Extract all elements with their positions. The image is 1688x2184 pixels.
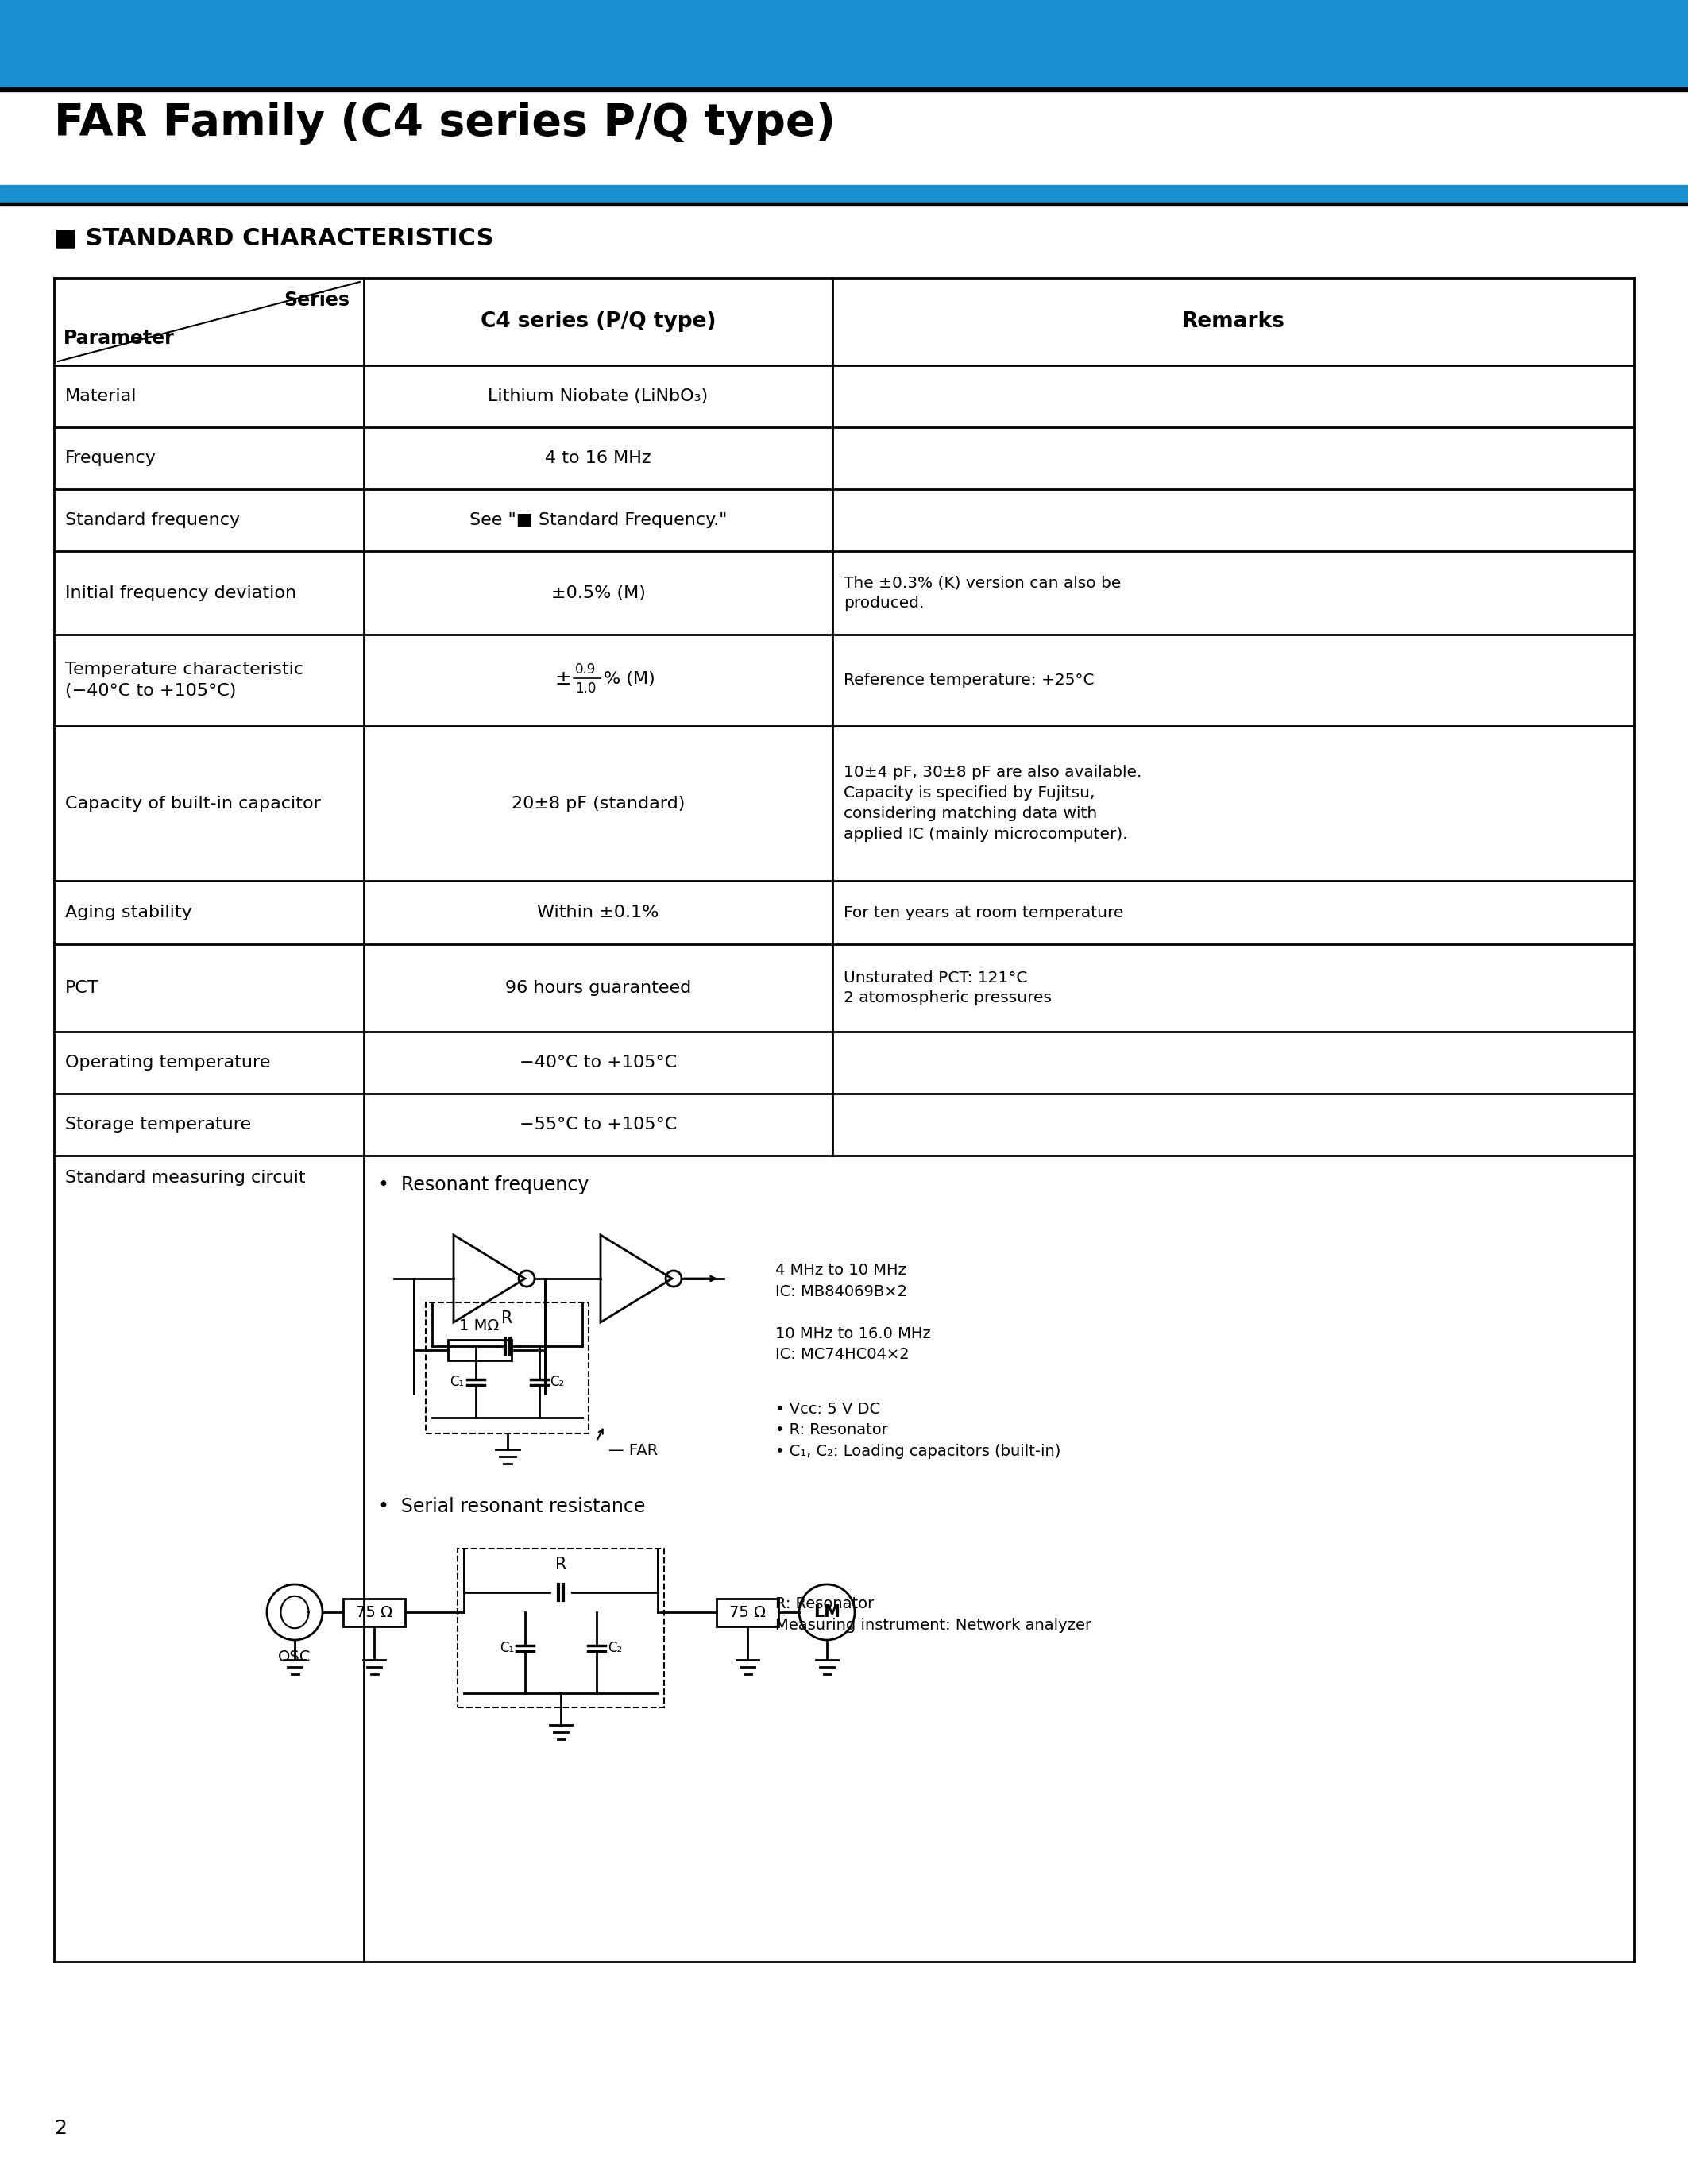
Text: R: R [555, 1557, 567, 1572]
Text: Standard frequency: Standard frequency [66, 513, 240, 529]
Text: C₂: C₂ [550, 1374, 564, 1389]
Text: OSC: OSC [279, 1649, 311, 1664]
Text: −55°C to +105°C: −55°C to +105°C [520, 1116, 677, 1133]
Bar [343, 1599, 405, 1627]
Text: Reference temperature: +25°C: Reference temperature: +25°C [844, 673, 1094, 688]
Bar [0, 0, 1688, 87]
Text: Remarks: Remarks [1182, 312, 1285, 332]
Bar [425, 1302, 589, 1433]
Text: Storage temperature: Storage temperature [66, 1116, 252, 1133]
Bar [457, 1548, 663, 1708]
Text: Material: Material [66, 389, 137, 404]
Text: Series: Series [284, 290, 349, 310]
Text: See "■ Standard Frequency.": See "■ Standard Frequency." [469, 513, 728, 529]
Text: •  Serial resonant resistance: • Serial resonant resistance [378, 1496, 645, 1516]
Bar [0, 203, 1688, 205]
Text: Lithium Niobate (LiNbO₃): Lithium Niobate (LiNbO₃) [488, 389, 709, 404]
Text: Standard measuring circuit: Standard measuring circuit [66, 1171, 306, 1186]
Text: Capacity of built-in capacitor: Capacity of built-in capacitor [66, 795, 321, 810]
Text: 75 Ω: 75 Ω [729, 1605, 766, 1621]
Text: Temperature characteristic
(−40°C to +105°C): Temperature characteristic (−40°C to +10… [66, 662, 304, 699]
Text: C₂: C₂ [608, 1640, 623, 1655]
Text: ±: ± [554, 668, 571, 688]
Bar [716, 1599, 778, 1627]
Text: C₁: C₁ [451, 1374, 464, 1389]
Text: 4 to 16 MHz: 4 to 16 MHz [545, 450, 652, 465]
Text: ±0.5% (M): ±0.5% (M) [550, 585, 645, 601]
Text: — FAR: — FAR [608, 1444, 658, 1459]
Text: −40°C to +105°C: −40°C to +105°C [520, 1055, 677, 1070]
Text: 0.9: 0.9 [576, 662, 596, 677]
Text: The ±0.3% (K) version can also be
produced.: The ±0.3% (K) version can also be produc… [844, 574, 1121, 612]
Text: Within ±0.1%: Within ±0.1% [537, 904, 658, 919]
Text: For ten years at room temperature: For ten years at room temperature [844, 904, 1124, 919]
Text: 20±8 pF (standard): 20±8 pF (standard) [511, 795, 685, 810]
Text: • Vcc: 5 V DC
• R: Resonator
• C₁, C₂: Loading capacitors (built-in): • Vcc: 5 V DC • R: Resonator • C₁, C₂: L… [775, 1402, 1060, 1459]
Text: 1 MΩ: 1 MΩ [459, 1319, 500, 1334]
Text: Aging stability: Aging stability [66, 904, 192, 919]
Text: 2: 2 [54, 2118, 68, 2138]
Text: 75 Ω: 75 Ω [356, 1605, 392, 1621]
Text: R: R [501, 1310, 513, 1326]
Text: •  Resonant frequency: • Resonant frequency [378, 1175, 589, 1195]
Text: 4 MHz to 10 MHz
IC: MB84069B×2

10 MHz to 16.0 MHz
IC: MC74HC04×2: 4 MHz to 10 MHz IC: MB84069B×2 10 MHz to… [775, 1262, 930, 1363]
Text: ■ STANDARD CHARACTERISTICS: ■ STANDARD CHARACTERISTICS [54, 227, 493, 249]
Text: Operating temperature: Operating temperature [66, 1055, 270, 1070]
Text: C₁: C₁ [500, 1640, 513, 1655]
Text: % (M): % (M) [604, 670, 655, 686]
Bar [447, 1339, 511, 1361]
Text: Parameter: Parameter [64, 330, 174, 347]
Text: Unsturated PCT: 121°C
2 atomospheric pressures: Unsturated PCT: 121°C 2 atomospheric pre… [844, 970, 1052, 1007]
Bar [0, 87, 1688, 92]
Text: Frequency: Frequency [66, 450, 157, 465]
Text: FAR Family (C4 series P/Q type): FAR Family (C4 series P/Q type) [54, 103, 836, 144]
Bar [0, 186, 1688, 203]
Text: 1.0: 1.0 [576, 681, 596, 695]
Text: R: Resonator
Measuring instrument: Network analyzer: R: Resonator Measuring instrument: Netwo… [775, 1597, 1092, 1631]
Text: C4 series (P/Q type): C4 series (P/Q type) [481, 312, 716, 332]
Text: 10±4 pF, 30±8 pF are also available.
Capacity is specified by Fujitsu,
consideri: 10±4 pF, 30±8 pF are also available. Cap… [844, 764, 1141, 841]
Text: LM: LM [814, 1605, 841, 1621]
Text: 96 hours guaranteed: 96 hours guaranteed [505, 981, 690, 996]
Text: Initial frequency deviation: Initial frequency deviation [66, 585, 297, 601]
Text: PCT: PCT [66, 981, 100, 996]
